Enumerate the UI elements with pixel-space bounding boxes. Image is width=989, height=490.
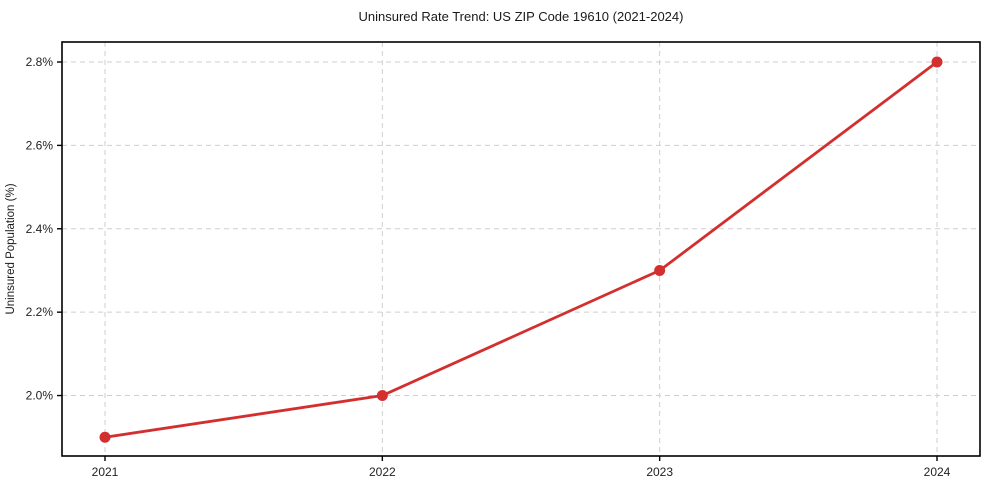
axes-layer: 2.0% 2.2% 2.4% 2.6% 2.8% 2021 2022 2023 2024: [26, 41, 981, 479]
y-tick-label: 2.8%: [26, 55, 54, 69]
x-tick-label: 2022: [369, 465, 396, 479]
grid-layer: [62, 42, 980, 456]
data-point-2021: [99, 431, 111, 443]
y-tick-label: 2.6%: [26, 138, 54, 152]
x-tick-label: 2024: [924, 465, 951, 479]
data-point-2024: [931, 56, 943, 68]
chart-title: Uninsured Rate Trend: US ZIP Code 19610 …: [359, 9, 684, 24]
y-tick-label: 2.2%: [26, 305, 54, 319]
trend-line: [103, 60, 939, 439]
data-point-2022: [376, 390, 388, 402]
y-tick-label: 2.0%: [26, 389, 54, 403]
y-axis-label: Uninsured Population (%): [5, 183, 17, 314]
x-tick-label: 2023: [646, 465, 673, 479]
y-tick-label: 2.4%: [26, 222, 54, 236]
x-tick-label: 2021: [92, 465, 119, 479]
series-layer: [99, 56, 943, 443]
data-point-2023: [654, 264, 666, 276]
axis-frame: [61, 41, 981, 457]
